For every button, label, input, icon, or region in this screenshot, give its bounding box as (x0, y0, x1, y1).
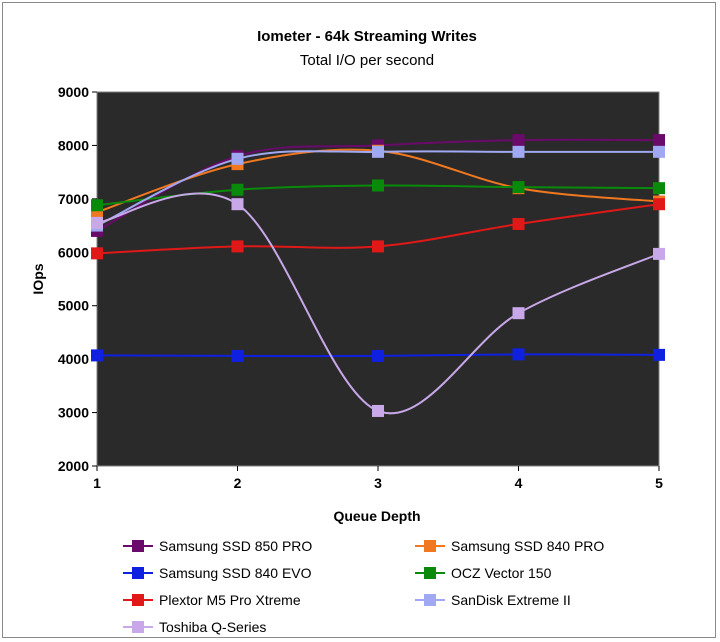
x-axis-label: Queue Depth (333, 508, 420, 524)
y-tick-label: 7000 (58, 191, 89, 207)
x-tick-label: 5 (655, 475, 663, 491)
x-tick-label: 2 (234, 475, 242, 491)
data-point (372, 404, 384, 417)
legend-label: OCZ Vector 150 (451, 565, 552, 581)
data-point (653, 247, 665, 260)
legend-marker (132, 567, 144, 579)
data-point (231, 198, 244, 211)
data-point (91, 199, 103, 212)
data-point (512, 348, 525, 361)
y-axis-label: IOps (30, 263, 46, 294)
data-point (653, 145, 665, 158)
x-tick-label: 4 (515, 475, 523, 491)
legend-marker (424, 594, 436, 606)
x-tick-label: 1 (93, 475, 101, 491)
series-points (91, 134, 665, 417)
data-point (372, 145, 384, 158)
data-point (653, 182, 665, 195)
legend-label: Samsung SSD 850 PRO (159, 538, 312, 554)
data-point (91, 349, 103, 362)
data-point (653, 134, 665, 147)
chart-subtitle: Total I/O per second (300, 52, 434, 69)
y-tick-label: 3000 (58, 405, 89, 421)
y-axis: 2000 3000 4000 5000 6000 7000 8000 9000 (58, 84, 97, 474)
chart-title: Iometer - 64k Streaming Writes (257, 28, 477, 45)
y-tick-label: 2000 (58, 458, 89, 474)
legend-marker (424, 540, 436, 552)
legend-marker (424, 567, 436, 579)
chart-svg: Iometer - 64k Streaming Writes Total I/O… (30, 28, 665, 635)
legend-marker (132, 594, 144, 606)
data-point (91, 247, 103, 260)
data-point (231, 240, 244, 253)
data-point (512, 217, 525, 230)
data-point (512, 145, 525, 158)
data-point (372, 240, 384, 253)
data-point (512, 307, 525, 320)
y-tick-label: 6000 (58, 244, 89, 260)
y-tick-label: 8000 (58, 137, 89, 153)
y-tick-label: 5000 (58, 298, 89, 314)
legend-label: SanDisk Extreme II (451, 592, 571, 608)
data-point (372, 179, 384, 192)
y-tick-label: 9000 (58, 84, 89, 100)
data-point (653, 348, 665, 361)
data-point (372, 349, 384, 362)
data-point (231, 152, 244, 165)
legend-label: Plextor M5 Pro Xtreme (159, 592, 301, 608)
data-point (512, 181, 525, 194)
data-point (512, 134, 525, 147)
x-tick-label: 3 (374, 475, 382, 491)
data-point (231, 183, 244, 196)
legend-marker (132, 540, 144, 552)
y-tick-label: 4000 (58, 351, 89, 367)
data-point (231, 349, 244, 362)
data-point (653, 198, 665, 211)
legend-label: Toshiba Q-Series (159, 619, 266, 635)
legend-label: Samsung SSD 840 EVO (159, 565, 312, 581)
legend-marker (132, 621, 144, 633)
x-axis: 1 2 3 4 5 (93, 466, 663, 491)
legend-label: Samsung SSD 840 PRO (451, 538, 604, 554)
legend: Samsung SSD 850 PRO Samsung SSD 840 PRO Sa… (123, 538, 604, 635)
data-point (91, 216, 103, 229)
